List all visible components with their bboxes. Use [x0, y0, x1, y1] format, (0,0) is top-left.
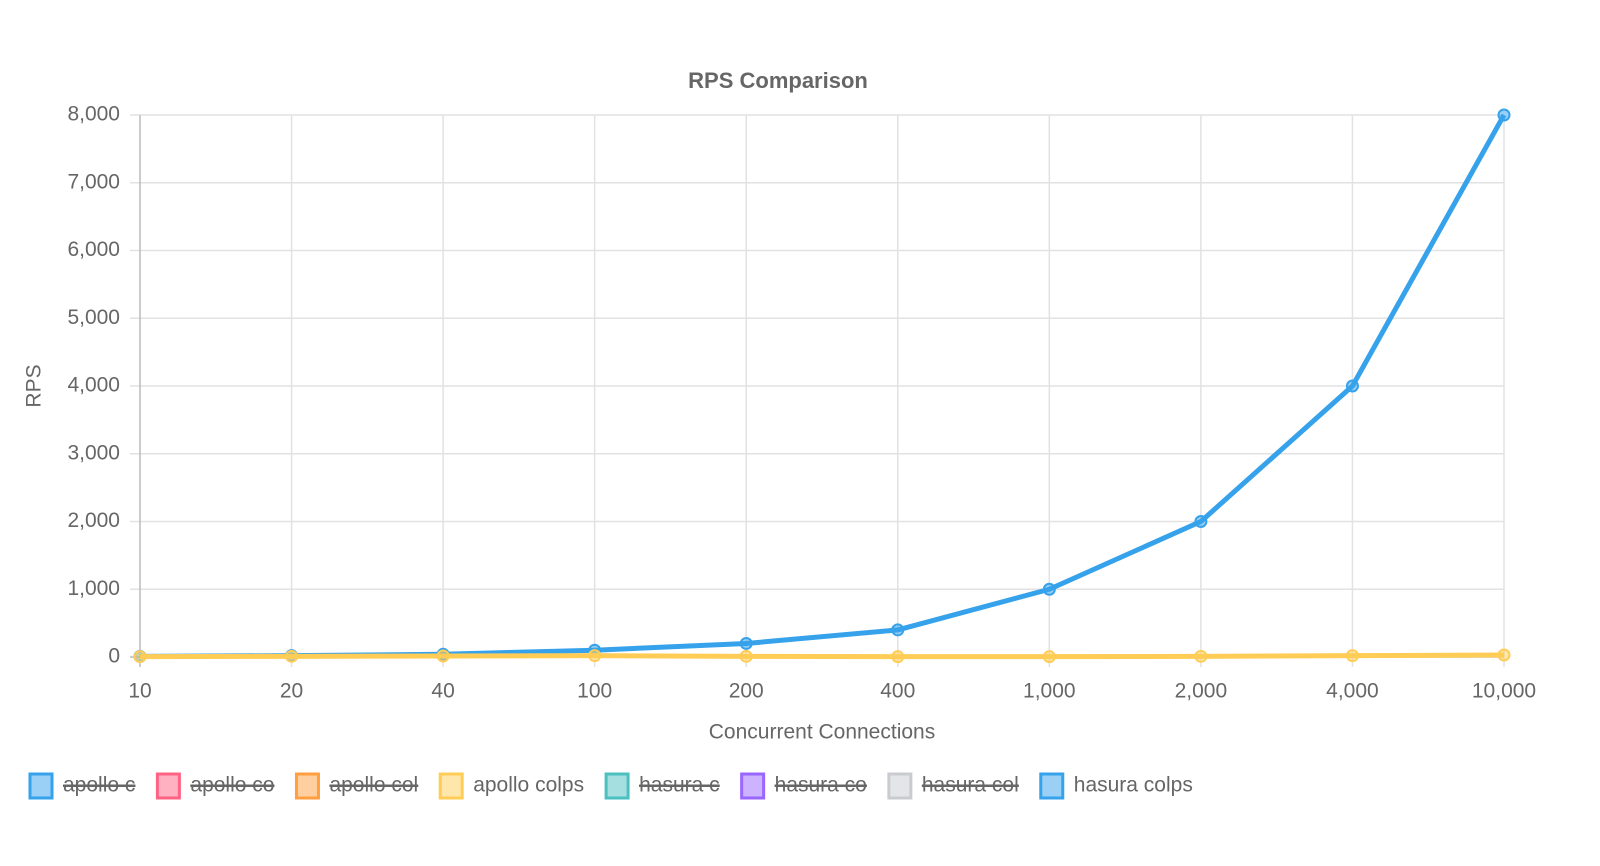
y-tick-label: 4,000 [67, 374, 120, 397]
legend-swatch [294, 772, 320, 800]
data-point [133, 650, 147, 664]
y-tick-label: 2,000 [67, 509, 120, 532]
data-point [1497, 648, 1511, 662]
chart-title: RPS Comparison [688, 68, 868, 93]
data-point [1345, 379, 1359, 393]
legend-swatch [887, 772, 913, 800]
legend-label: hasura colps [1074, 774, 1193, 797]
x-tick-label: 100 [577, 680, 612, 703]
legend-swatch [28, 772, 54, 800]
data-point [1042, 582, 1056, 596]
data-point [588, 649, 602, 663]
data-point [1042, 650, 1056, 664]
x-tick-label: 1,000 [1023, 680, 1076, 703]
y-tick-label: 7,000 [67, 170, 120, 193]
x-tick-label: 200 [729, 680, 764, 703]
data-point [1345, 649, 1359, 663]
legend-swatch [604, 772, 630, 800]
data-point [436, 649, 450, 663]
data-point [1194, 515, 1208, 528]
legend-swatch [438, 772, 464, 800]
y-tick-label: 6,000 [67, 238, 120, 261]
data-point [739, 636, 753, 650]
x-tick-label: 20 [280, 680, 303, 703]
data-point [1194, 649, 1208, 663]
x-tick-label: 10,000 [1472, 680, 1536, 703]
x-tick-label: 2,000 [1175, 680, 1228, 703]
y-tick-label: 8,000 [67, 103, 120, 126]
data-point [285, 649, 299, 663]
legend-label: apollo colps [473, 774, 584, 797]
y-tick-label: 1,000 [67, 577, 120, 600]
data-point [739, 649, 753, 663]
legend-swatch [155, 772, 181, 800]
data-point [891, 623, 905, 637]
x-tick-label: 10 [128, 680, 151, 703]
x-tick-label: 4,000 [1326, 680, 1379, 703]
data-point [1497, 108, 1511, 122]
x-tick-label: 400 [880, 680, 915, 703]
x-tick-label: 40 [431, 680, 454, 703]
y-tick-label: 5,000 [67, 306, 120, 329]
y-axis-title: RPS [23, 364, 46, 407]
y-tick-label: 3,000 [67, 441, 120, 464]
x-axis-title: Concurrent Connections [709, 721, 935, 744]
legend-swatch [740, 772, 766, 800]
series-line [139, 652, 1505, 660]
data-point [891, 650, 905, 664]
y-tick-label: 0 [108, 645, 120, 668]
legend-swatch [1039, 772, 1065, 800]
